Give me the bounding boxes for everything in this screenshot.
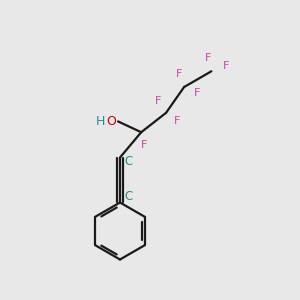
Text: F: F [141, 140, 147, 150]
Text: C: C [124, 190, 132, 203]
Text: F: F [176, 69, 182, 79]
Text: F: F [194, 88, 200, 98]
Text: F: F [154, 96, 161, 106]
Text: C: C [124, 154, 132, 168]
Text: O: O [107, 115, 117, 128]
Text: H: H [96, 115, 106, 128]
Text: F: F [174, 116, 181, 126]
Text: F: F [205, 53, 211, 63]
Text: F: F [223, 61, 229, 71]
